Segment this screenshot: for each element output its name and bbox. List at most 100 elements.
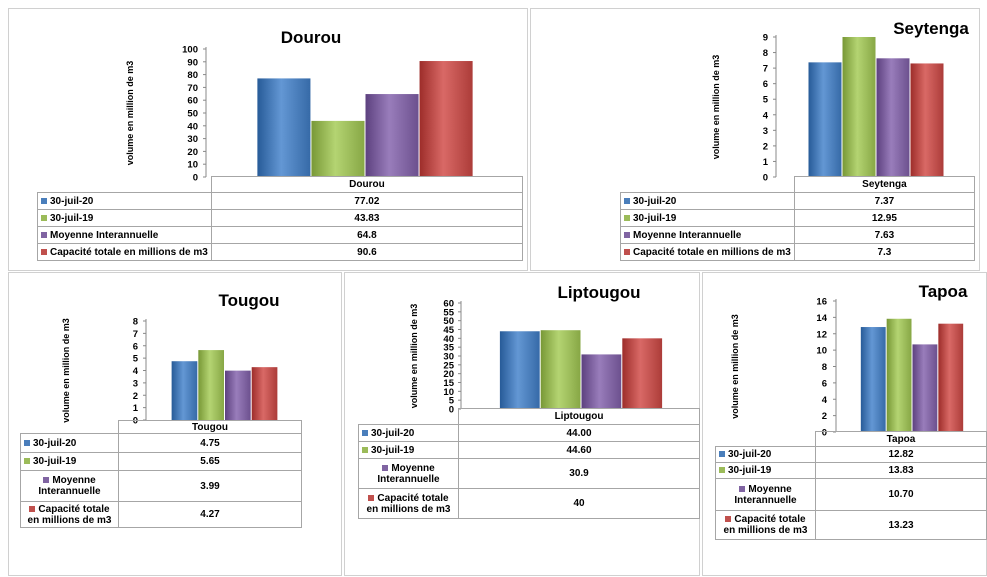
y-tick-label: 1 — [763, 157, 769, 168]
series-name: Moyenne Interannuelle — [38, 475, 101, 497]
series-name: 30-juil-20 — [371, 427, 415, 439]
table-row: Capacité totale en millions de m3 90.6 — [37, 243, 524, 261]
legend-key — [41, 248, 47, 255]
table-row: 30-juil-20 7.37 — [620, 192, 976, 210]
y-tick-label: 25 — [443, 360, 454, 371]
legend-key — [624, 231, 630, 238]
data-label: 40 — [458, 488, 700, 519]
legend-key — [739, 485, 746, 492]
bar-30-juil-20 — [499, 331, 540, 409]
legend-key — [719, 467, 725, 474]
table-row-label: Moyenne Interannuelle — [620, 226, 795, 244]
series-name: 30-juil-20 — [50, 195, 94, 207]
y-tick-label: 7 — [763, 64, 768, 75]
series-name: Moyenne Interannuelle — [633, 229, 742, 241]
bar-30-juil-19 — [311, 120, 365, 177]
y-tick-label: 35 — [443, 343, 454, 354]
legend-key — [624, 248, 630, 255]
table-row: Capacité totale en millions de m3 13.23 — [715, 510, 987, 540]
y-tick-label: 60 — [187, 96, 198, 107]
series-name: Capacité totale en millions de m3 — [723, 514, 808, 536]
y-axis-label: volume en million de m3 — [61, 318, 71, 423]
series-name: 30-juil-19 — [50, 212, 94, 224]
bar-capacit-totale-en-millions-de-m3 — [622, 338, 663, 409]
series-name: 30-juil-19 — [728, 465, 772, 476]
table-header-row: Tapoa — [715, 431, 987, 447]
category-label: Tapoa — [815, 431, 987, 447]
series-name: Moyenne Interannuelle — [50, 229, 159, 241]
y-tick-label: 4 — [822, 395, 828, 406]
legend-key — [24, 439, 30, 446]
series-name: 30-juil-19 — [633, 212, 677, 224]
y-tick-label: 40 — [187, 121, 198, 132]
data-label: 90.6 — [210, 243, 524, 261]
y-tick-label: 20 — [443, 369, 454, 380]
data-table-dourou: Dourou 30-juil-20 77.02 30-juil-19 43.83 Moye… — [37, 176, 524, 261]
legend-key — [43, 477, 50, 484]
y-tick-label: 12 — [816, 329, 827, 340]
y-tick-label: 6 — [133, 341, 138, 352]
y-tick-label: 16 — [816, 297, 827, 308]
y-tick-label: 30 — [443, 352, 454, 363]
legend-key — [368, 494, 375, 501]
series-name: Capacité totale en millions de m3 — [50, 246, 208, 258]
table-row-label: Capacité totale en millions de m3 — [715, 510, 816, 540]
legend-key — [41, 214, 47, 221]
table-row-label: 30-juil-20 — [37, 192, 212, 210]
bar-30-juil-19 — [198, 350, 224, 420]
table-row-label: Moyenne Interannuelle — [715, 478, 816, 511]
data-label: 43.83 — [210, 209, 524, 227]
bar-30-juil-19 — [886, 318, 912, 432]
legend-key — [362, 446, 368, 453]
y-tick-label: 2 — [763, 141, 768, 152]
table-header-row: Tougou — [20, 420, 302, 434]
table-row: Capacité totale en millions de m3 4.27 — [20, 501, 302, 528]
series-name: Moyenne Interannuelle — [377, 462, 440, 485]
data-label: 7.3 — [793, 243, 976, 261]
table-corner — [620, 176, 795, 193]
series-name: 30-juil-20 — [633, 195, 677, 207]
y-tick-label: 8 — [763, 48, 768, 59]
table-row-label: 30-juil-19 — [358, 441, 459, 459]
y-tick-label: 5 — [133, 354, 139, 365]
table-row: 30-juil-19 12.95 — [620, 209, 976, 227]
y-tick-label: 1 — [133, 403, 139, 414]
table-row-label: Moyenne Interannuelle — [20, 470, 119, 502]
y-tick-label: 8 — [133, 317, 138, 328]
table-row: 30-juil-19 13.83 — [715, 462, 987, 479]
table-header-row: Liptougou — [358, 408, 700, 425]
data-label: 3.99 — [118, 470, 302, 502]
y-tick-label: 8 — [822, 362, 827, 373]
bar-30-juil-20 — [257, 78, 311, 177]
data-label: 4.27 — [118, 501, 302, 528]
y-axis-label: volume en million de m3 — [711, 55, 721, 160]
bar-moyenne-interannuelle — [876, 58, 910, 177]
legend-key — [41, 231, 47, 238]
table-corner — [37, 176, 212, 193]
y-tick-label: 55 — [443, 307, 454, 318]
data-label: 10.70 — [815, 478, 987, 511]
y-tick-label: 5 — [449, 396, 455, 407]
series-name: Capacité totale en millions de m3 — [366, 492, 451, 515]
bar-capacit-totale-en-millions-de-m3 — [910, 63, 944, 177]
table-row-label: 30-juil-19 — [20, 452, 119, 471]
chart-panel-dourou: Dourou volume en million de m3 0 10 20 30 40 50… — [8, 8, 528, 271]
table-header-row: Dourou — [37, 176, 524, 193]
table-row-label: Moyenne Interannuelle — [358, 458, 459, 489]
y-tick-label: 10 — [443, 387, 454, 398]
chart-title: Seytenga — [893, 19, 969, 38]
bar-30-juil-19 — [540, 330, 581, 409]
y-tick-label: 10 — [187, 160, 198, 171]
y-tick-label: 10 — [816, 346, 827, 357]
category-label: Liptougou — [458, 408, 700, 425]
table-row-label: 30-juil-20 — [620, 192, 795, 210]
category-label: Tougou — [118, 420, 302, 434]
bar-moyenne-interannuelle — [912, 344, 938, 432]
data-label: 77.02 — [210, 192, 524, 210]
table-row-label: 30-juil-19 — [715, 462, 816, 479]
data-label: 5.65 — [118, 452, 302, 471]
bar-capacit-totale-en-millions-de-m3 — [251, 367, 278, 420]
legend-key — [719, 451, 725, 458]
